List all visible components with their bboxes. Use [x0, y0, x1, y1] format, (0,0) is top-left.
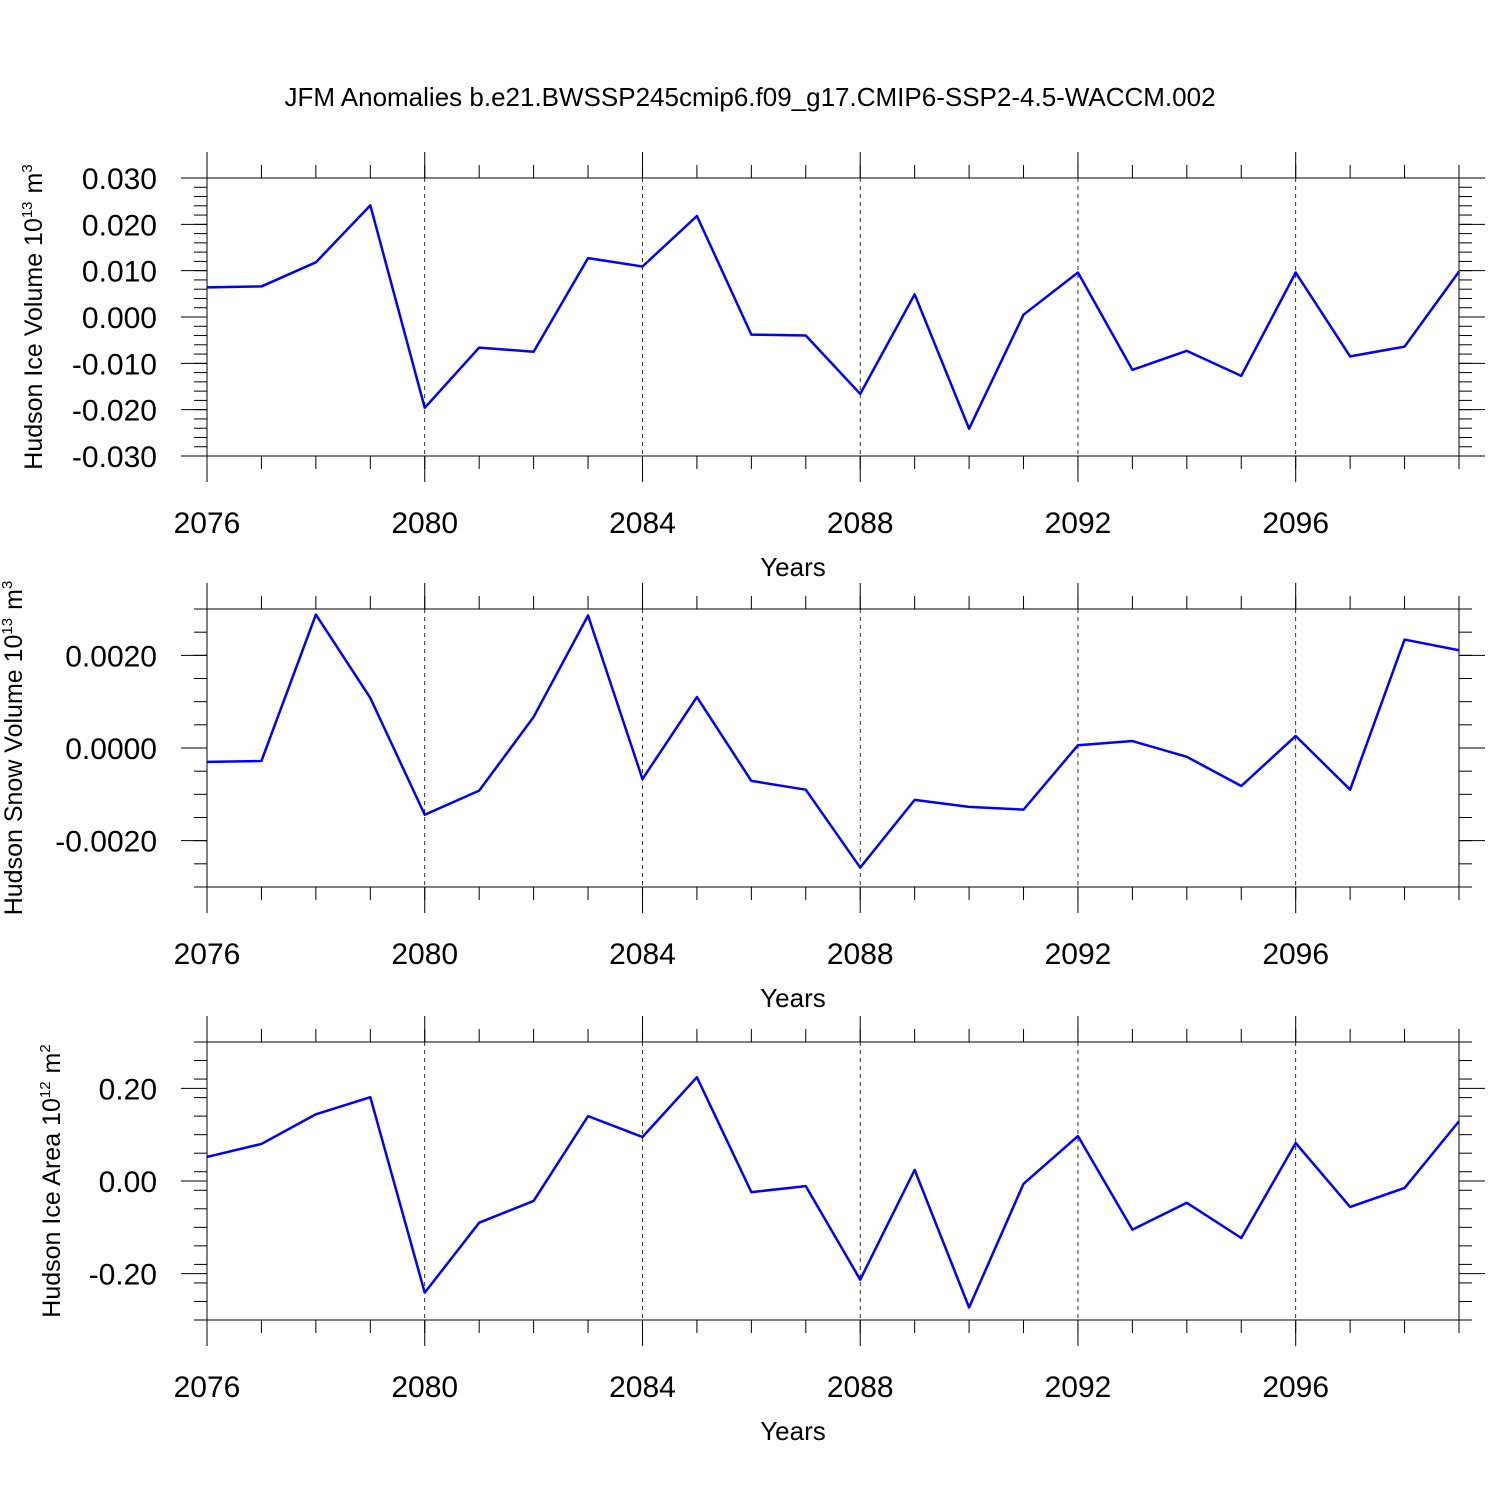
x-axis-label: Years — [760, 983, 826, 1013]
x-tick-label: 2084 — [609, 1371, 676, 1404]
x-tick-label: 2076 — [174, 507, 241, 540]
x-tick-label: 2088 — [827, 1371, 894, 1404]
y-axis-label-unit-exponent: 3 — [0, 581, 16, 589]
x-tick-label: 2088 — [827, 938, 894, 971]
plot-frame — [206, 608, 1460, 888]
y-axis-label-text: Hudson Ice Volume 10 — [20, 218, 48, 470]
y-axis-label-unit-exponent: 3 — [19, 164, 36, 172]
data-line — [206, 613, 1460, 869]
x-tick-label: 2084 — [609, 507, 676, 540]
x-tick-label: 2092 — [1045, 1371, 1112, 1404]
data-line — [206, 204, 1461, 430]
figure-title: JFM Anomalies b.e21.BWSSP245cmip6.f09_g1… — [284, 82, 1215, 112]
x-axis-label: Years — [760, 552, 826, 582]
y-axis-label: Hudson Snow Volume 1013 m3 — [0, 581, 28, 916]
y-tick-label: 0.030 — [82, 163, 157, 196]
x-tick-label: 2088 — [827, 507, 894, 540]
x-tick-label: 2096 — [1262, 507, 1329, 540]
y-tick-label: 0.20 — [99, 1073, 157, 1106]
y-tick-label: 0.010 — [82, 256, 157, 289]
x-tick-label: 2096 — [1262, 1371, 1329, 1404]
y-tick-label: 0.0020 — [65, 640, 157, 673]
y-tick-label: 0.020 — [82, 209, 157, 242]
plot-frame — [206, 1041, 1460, 1321]
y-axis-label-unit-exponent: 2 — [37, 1044, 54, 1052]
y-axis-label: Hudson Ice Volume 1013 m3 — [19, 164, 48, 469]
plot-frame — [206, 177, 1460, 457]
y-axis-label-exponent: 13 — [19, 201, 36, 218]
y-tick-label: -0.0020 — [55, 826, 157, 859]
y-axis-label-unit: m — [20, 173, 48, 194]
y-axis-label-text: Hudson Snow Volume 10 — [0, 635, 28, 916]
y-axis-label: Hudson Ice Area 1012 m2 — [37, 1044, 66, 1317]
y-axis-label-exponent: 13 — [0, 618, 16, 635]
y-tick-label: -0.020 — [72, 395, 157, 428]
x-tick-label: 2076 — [174, 1371, 241, 1404]
y-axis-label-unit: m — [0, 589, 28, 610]
x-tick-label: 2076 — [174, 938, 241, 971]
x-tick-label: 2080 — [391, 938, 458, 971]
x-tick-label: 2080 — [391, 1371, 458, 1404]
x-tick-label: 2092 — [1045, 938, 1112, 971]
y-tick-label: -0.010 — [72, 348, 157, 381]
y-tick-label: -0.20 — [89, 1259, 157, 1292]
y-axis-label-unit: m — [38, 1053, 66, 1074]
x-axis-label: Years — [760, 1416, 826, 1446]
data-line — [206, 1075, 1460, 1309]
x-tick-label: 2096 — [1262, 938, 1329, 971]
x-tick-label: 2080 — [391, 507, 458, 540]
y-tick-label: 0.0000 — [65, 733, 157, 766]
x-tick-label: 2084 — [609, 938, 676, 971]
y-axis-label-exponent: 12 — [37, 1081, 54, 1098]
y-axis-label-text: Hudson Ice Area 10 — [38, 1098, 66, 1318]
y-tick-label: 0.00 — [99, 1166, 157, 1199]
y-tick-label: 0.000 — [82, 302, 157, 335]
y-tick-label: -0.030 — [72, 441, 157, 474]
x-tick-label: 2092 — [1045, 507, 1112, 540]
